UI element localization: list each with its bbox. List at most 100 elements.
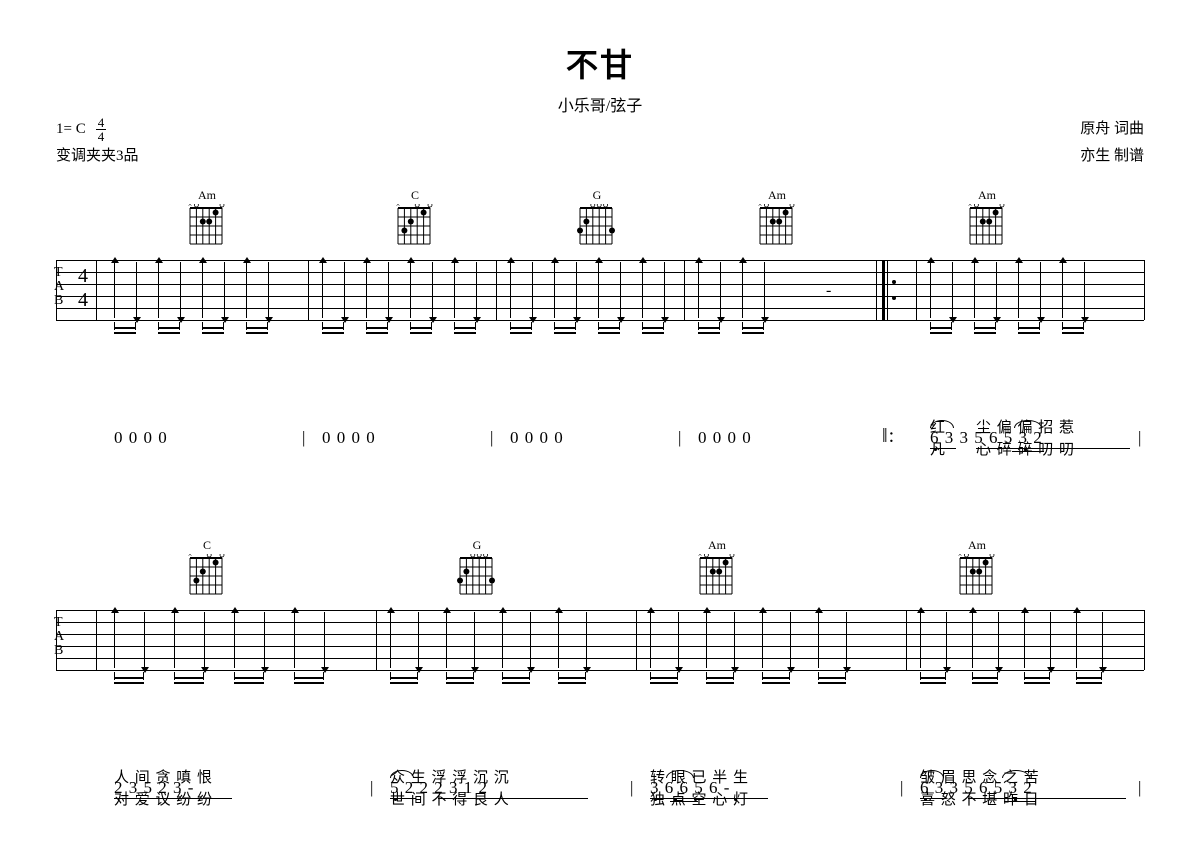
strum-up-arrow — [972, 612, 973, 668]
barline — [684, 260, 685, 320]
ts-den: 4 — [96, 130, 107, 143]
strum-down-arrow — [734, 612, 735, 668]
strum-up-arrow — [390, 612, 391, 668]
strum-up-arrow — [642, 262, 643, 318]
barline-glyph: | — [1138, 778, 1142, 798]
svg-text:×: × — [958, 554, 963, 559]
chord-diagram-g: G — [576, 188, 618, 248]
num-zeros-1: 0 0 0 0 — [114, 428, 168, 448]
beam — [1076, 674, 1102, 684]
strum-up-arrow — [114, 262, 115, 318]
strum-down-arrow — [764, 262, 765, 318]
strum-up-arrow — [742, 262, 743, 318]
strum-up-arrow — [234, 612, 235, 668]
beam-row-1 — [56, 324, 1144, 342]
l2a-m1: 人 间 贪 嗔 恨 — [114, 766, 213, 787]
strum-down-arrow — [532, 262, 533, 318]
l2a-m4: 皱 眉 思 念 之 苦 — [920, 766, 1040, 787]
barline — [496, 260, 497, 320]
strum-down-arrow — [268, 262, 269, 318]
artist-subtitle: 小乐哥/弦子 — [40, 92, 1160, 116]
chord-label: Am — [756, 188, 798, 202]
beam — [202, 324, 224, 334]
beam — [322, 324, 344, 334]
chord-diagram-am: Am× — [956, 538, 998, 598]
ts-num: 4 — [96, 116, 107, 130]
barline — [906, 610, 907, 670]
strum-down-arrow — [474, 612, 475, 668]
barline — [96, 260, 97, 320]
strum-up-arrow — [558, 612, 559, 668]
beam — [390, 674, 418, 684]
beam — [366, 324, 388, 334]
strum-down-arrow — [1050, 612, 1051, 668]
strum-down-arrow — [136, 262, 137, 318]
capo-text: 变调夹夹3品 — [56, 143, 139, 170]
strum-up-arrow — [246, 262, 247, 318]
strum-down-arrow — [678, 612, 679, 668]
beam — [174, 674, 204, 684]
strum-down-arrow — [432, 262, 433, 318]
beam — [454, 324, 476, 334]
beam — [114, 674, 144, 684]
strum-up-arrow — [366, 262, 367, 318]
strum-down-arrow — [1040, 262, 1041, 318]
barline — [876, 260, 877, 320]
chord-diagram-c: C× — [186, 538, 228, 598]
barline-glyph: | — [302, 428, 306, 448]
strum-down-arrow — [144, 612, 145, 668]
sheet-page: 不甘 小乐哥/弦子 1= C 4 4 变调夹夹3品 原舟 词曲 亦生 制谱 TA… — [0, 0, 1200, 850]
chord-label: Am — [966, 188, 1008, 202]
l2b-m1: 对 爱 议 纷 纷 — [114, 788, 213, 809]
staff-lines — [56, 610, 1144, 670]
strum-down-arrow — [388, 262, 389, 318]
strum-down-arrow — [204, 612, 205, 668]
credit-lyric: 原舟 词曲 — [1080, 116, 1144, 143]
barline — [1144, 610, 1145, 670]
barline-glyph: | — [678, 428, 682, 448]
beam — [598, 324, 620, 334]
meta-right: 原舟 词曲 亦生 制谱 — [1080, 116, 1144, 170]
svg-text:×: × — [396, 204, 401, 209]
strum-up-arrow — [930, 262, 931, 318]
barline — [56, 610, 57, 670]
beam — [818, 674, 846, 684]
strum-up-arrow — [158, 262, 159, 318]
lyr1b-b: 心 碎 碎 叨 叨 — [976, 438, 1075, 459]
strum-down-arrow — [998, 612, 999, 668]
svg-text:×: × — [188, 554, 193, 559]
barline-glyph: | — [490, 428, 494, 448]
chord-diagram-c: C× — [394, 188, 436, 248]
strum-up-arrow — [1076, 612, 1077, 668]
strum-up-arrow — [294, 612, 295, 668]
num-zeros-3: 0 0 0 0 — [510, 428, 564, 448]
strum-down-arrow — [586, 612, 587, 668]
strum-up-arrow — [174, 612, 175, 668]
chord-label: Am — [186, 188, 228, 202]
chord-label: G — [456, 538, 498, 552]
strum-up-arrow — [1024, 612, 1025, 668]
svg-text:×: × — [188, 204, 193, 209]
strum-up-arrow — [454, 262, 455, 318]
barline — [1144, 260, 1145, 320]
strum-down-arrow — [846, 612, 847, 668]
key-text: 1= C — [56, 116, 86, 143]
beam — [1062, 324, 1084, 334]
strum-up-arrow — [818, 612, 819, 668]
strum-up-arrow — [510, 262, 511, 318]
strum-up-arrow — [598, 262, 599, 318]
barline-glyph: | — [630, 778, 634, 798]
beam — [650, 674, 678, 684]
chord-diagram-am: Am × — [186, 188, 228, 248]
beam — [410, 324, 432, 334]
strum-up-arrow — [1018, 262, 1019, 318]
strum-down-arrow — [946, 612, 947, 668]
beam — [642, 324, 664, 334]
beam — [972, 674, 998, 684]
beam — [502, 674, 530, 684]
strum-up-arrow — [698, 262, 699, 318]
strum-up-arrow — [322, 262, 323, 318]
key-signature: 1= C 4 4 — [56, 116, 139, 143]
strum-down-arrow — [344, 262, 345, 318]
tab-staff-2: TAB — [56, 610, 1144, 670]
